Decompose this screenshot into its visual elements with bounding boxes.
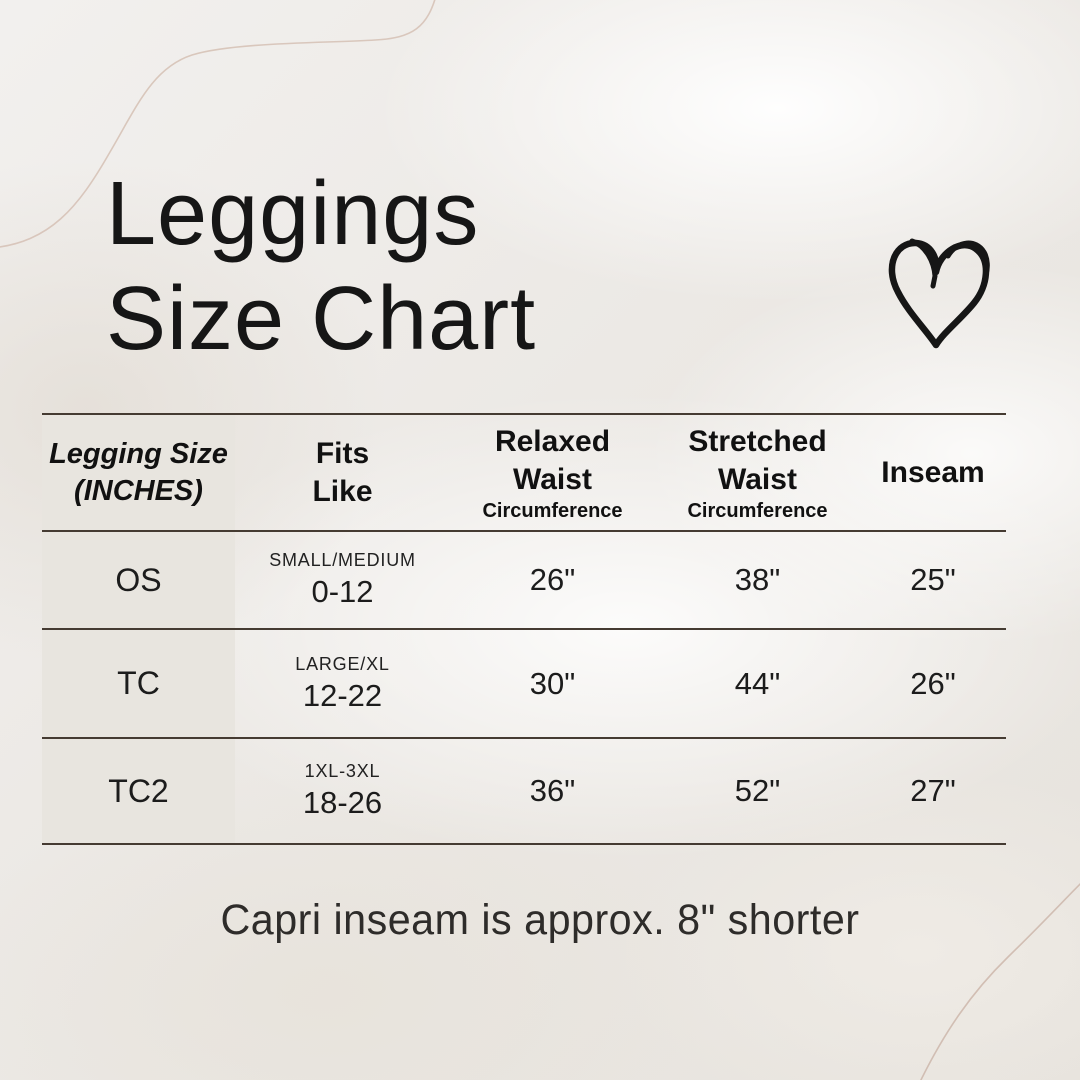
fits-like-range: 0-12 (311, 574, 374, 609)
cell-inseam: 26" (860, 630, 1006, 737)
header-relaxed-waist: Relaxed Waist Circumference (450, 415, 655, 530)
fits-like-label: LARGE/XL (295, 653, 390, 674)
heart-icon (888, 238, 990, 349)
header-relaxed-line1: Relaxed (494, 425, 611, 458)
size-value: TC2 (108, 772, 169, 809)
table-row-os: OS SMALL/MEDIUM 0-12 26" 38" 25" (42, 532, 1006, 630)
cell-size: OS (42, 532, 235, 628)
cell-stretched-waist: 52" (655, 739, 860, 843)
relaxed-waist-value: 26" (529, 562, 576, 597)
table-row-tc2: TC2 1XL-3XL 18-26 36" 52" 27" (42, 739, 1006, 845)
size-value: OS (115, 561, 162, 598)
header-relaxed-line2: Waist (513, 462, 592, 496)
inseam-value: 26" (910, 665, 956, 701)
header-fits-like: Fits Like (235, 415, 450, 530)
cell-fits-like: SMALL/MEDIUM 0-12 (235, 532, 450, 628)
page-title: Leggings Size Chart (106, 162, 536, 373)
cell-relaxed-waist: 36" (450, 739, 655, 843)
cell-inseam: 27" (860, 739, 1006, 843)
header-legging-size: Legging Size (INCHES) (42, 415, 235, 530)
table-row-tc: TC LARGE/XL 12-22 30" 44" 26" (42, 630, 1006, 739)
header-legging-size-line2: (INCHES) (74, 474, 203, 507)
page-title-line2: Size Chart (106, 269, 537, 370)
size-value: TC (117, 665, 160, 701)
cell-fits-like: LARGE/XL 12-22 (235, 630, 450, 737)
header-relaxed-sub: Circumference (482, 500, 623, 522)
header-fits-like-line2: Like (312, 474, 373, 508)
header-stretched-sub: Circumference (687, 500, 828, 522)
capri-inseam-note: Capri inseam is approx. 8" shorter (220, 896, 860, 944)
header-stretched-line1: Stretched (688, 425, 827, 458)
header-stretched-line2: Waist (718, 462, 797, 496)
fits-like-label: 1XL-3XL (304, 761, 381, 781)
cell-relaxed-waist: 30" (450, 630, 655, 737)
stretched-waist-value: 44" (734, 665, 781, 701)
header-inseam: Inseam (860, 415, 1006, 530)
header-stretched-waist: Stretched Waist Circumference (655, 415, 860, 530)
cell-stretched-waist: 38" (655, 532, 860, 628)
cell-size: TC (42, 630, 235, 737)
fits-like-range: 12-22 (302, 677, 383, 713)
cell-stretched-waist: 44" (655, 630, 860, 737)
cell-relaxed-waist: 26" (450, 532, 655, 628)
fits-like-range: 18-26 (302, 785, 383, 820)
header-inseam-label: Inseam (881, 455, 985, 489)
relaxed-waist-value: 36" (529, 773, 576, 808)
cell-inseam: 25" (860, 532, 1006, 628)
inseam-value: 25" (910, 562, 956, 597)
header-legging-size-line1: Legging Size (49, 438, 228, 471)
fits-like-label: SMALL/MEDIUM (269, 550, 416, 570)
size-chart-table: Legging Size (INCHES) Fits Like Relaxed … (42, 413, 1006, 845)
stretched-waist-value: 52" (734, 773, 781, 808)
page-title-line1: Leggings (106, 164, 480, 264)
inseam-value: 27" (910, 773, 956, 808)
cell-fits-like: 1XL-3XL 18-26 (235, 739, 450, 843)
stretched-waist-value: 38" (734, 562, 781, 597)
cell-size: TC2 (42, 739, 235, 843)
header-fits-like-line1: Fits (315, 437, 370, 470)
relaxed-waist-value: 30" (529, 665, 576, 701)
table-header-row: Legging Size (INCHES) Fits Like Relaxed … (42, 415, 1006, 532)
